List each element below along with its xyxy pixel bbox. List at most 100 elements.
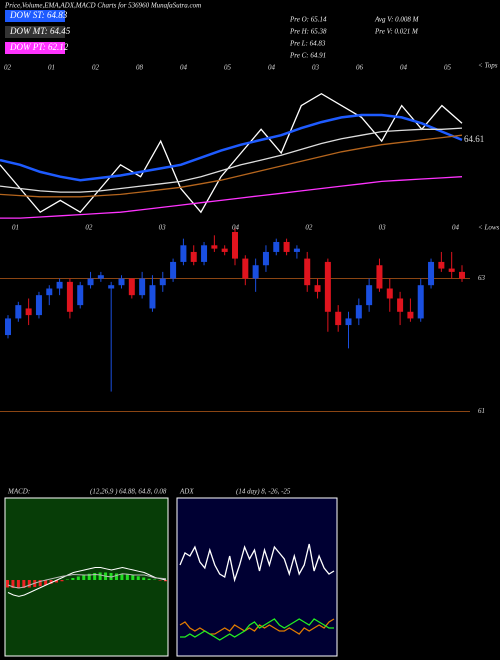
histogram-bar	[71, 578, 75, 580]
candle-body	[448, 268, 455, 272]
candle-body	[56, 281, 63, 289]
candle-body	[438, 261, 445, 269]
histogram-bar	[82, 575, 86, 580]
line	[180, 618, 334, 641]
end-label: 64.61	[464, 134, 484, 144]
date-label: 02	[92, 64, 100, 72]
legend-swatch	[5, 10, 65, 22]
histogram-bar	[142, 577, 146, 580]
date-label: 02	[85, 224, 93, 232]
histogram-bar	[98, 572, 102, 580]
candle-body	[407, 311, 414, 319]
candle-body	[293, 248, 300, 252]
date-label: 04	[232, 224, 240, 232]
histogram-bar	[114, 573, 118, 580]
candle-body	[211, 245, 218, 249]
stat: Pre H: 65.38	[289, 28, 327, 36]
histogram-bar	[44, 580, 48, 585]
line	[0, 127, 463, 193]
histogram-bar	[120, 573, 124, 580]
right-label: < Lows	[478, 224, 500, 232]
candle-body	[180, 245, 187, 262]
candle-body	[139, 278, 146, 296]
histogram-bar	[164, 580, 167, 582]
date-label: 05	[444, 64, 452, 72]
line	[0, 92, 463, 214]
adx-title: ADX	[179, 488, 194, 496]
candle-body	[66, 281, 73, 312]
histogram-bar	[16, 580, 20, 589]
line	[7, 566, 167, 597]
macd-panel	[4, 497, 169, 657]
date-label: 03	[379, 224, 387, 232]
histogram-bar	[38, 580, 42, 587]
date-label: 05	[224, 64, 232, 72]
candle-body	[118, 278, 125, 286]
candle-body	[459, 271, 465, 279]
histogram-bar	[65, 579, 69, 580]
date-label: 04	[180, 64, 188, 72]
histogram-bar	[11, 580, 15, 588]
page-title: Price,Volume,EMA,ADX,MACD Charts for 536…	[4, 2, 201, 10]
candle-body	[324, 261, 331, 312]
line	[7, 573, 167, 589]
candle-body	[46, 288, 53, 296]
candle-body	[262, 251, 269, 266]
date-label: 04	[268, 64, 276, 72]
candle-body	[108, 285, 115, 289]
date-label: 02	[4, 64, 12, 72]
candle-body	[25, 308, 32, 316]
date-label: 04	[400, 64, 408, 72]
line	[179, 543, 335, 583]
histogram-bar	[131, 575, 135, 580]
candle-body	[273, 241, 280, 252]
candle-body	[355, 305, 362, 319]
date-label: 03	[159, 224, 167, 232]
histogram-bar	[6, 580, 9, 588]
candle-body	[366, 285, 373, 306]
candle-body	[283, 241, 290, 252]
right-label: < Tops	[478, 62, 498, 70]
candle-body	[201, 245, 208, 262]
legend-entry: DOW ST: 64.83	[9, 10, 68, 20]
histogram-bar	[27, 580, 31, 588]
date-label: 01	[12, 224, 19, 232]
legend-entry: DOW MT: 64.45	[9, 26, 71, 36]
candle-body	[190, 251, 197, 262]
histogram-bar	[93, 573, 97, 580]
candle-body	[87, 278, 94, 286]
candle-body	[386, 288, 393, 299]
candle-body	[345, 318, 352, 326]
candle-body	[77, 285, 84, 306]
candle-body	[252, 265, 259, 279]
histogram-bar	[87, 573, 91, 580]
histogram-bar	[136, 576, 140, 580]
candle-body	[221, 248, 228, 252]
candle-body	[128, 278, 135, 296]
candle-body	[397, 298, 404, 312]
macd-subtitle: (12,26,9 ) 64.88, 64.8, 0.08	[90, 488, 167, 496]
histogram-bar	[147, 578, 151, 580]
histogram-bar	[49, 580, 53, 584]
adx-subtitle: (14 day) 8, -26, -25	[236, 488, 291, 496]
stat: Pre V: 0.021 M	[374, 28, 419, 36]
legend-entry: DOW PT: 62.12	[9, 42, 69, 52]
stat: Avg V: 0.008 M	[374, 16, 420, 24]
y-tick-label: 61	[478, 407, 485, 415]
line	[0, 134, 463, 198]
histogram-bar	[22, 580, 26, 588]
candle-body	[97, 275, 104, 279]
candle-body	[232, 232, 238, 259]
adx-panel	[176, 497, 338, 657]
histogram-bar	[125, 574, 129, 580]
candle-body	[15, 305, 22, 319]
candle-body	[5, 318, 11, 336]
histogram-bar	[153, 579, 157, 580]
date-label: 08	[136, 64, 144, 72]
date-label: 06	[356, 64, 364, 72]
stat: Pre C: 64.91	[289, 52, 326, 60]
stat: Pre O: 65.14	[289, 16, 327, 24]
histogram-bar	[55, 580, 59, 583]
candle-body	[376, 265, 383, 289]
